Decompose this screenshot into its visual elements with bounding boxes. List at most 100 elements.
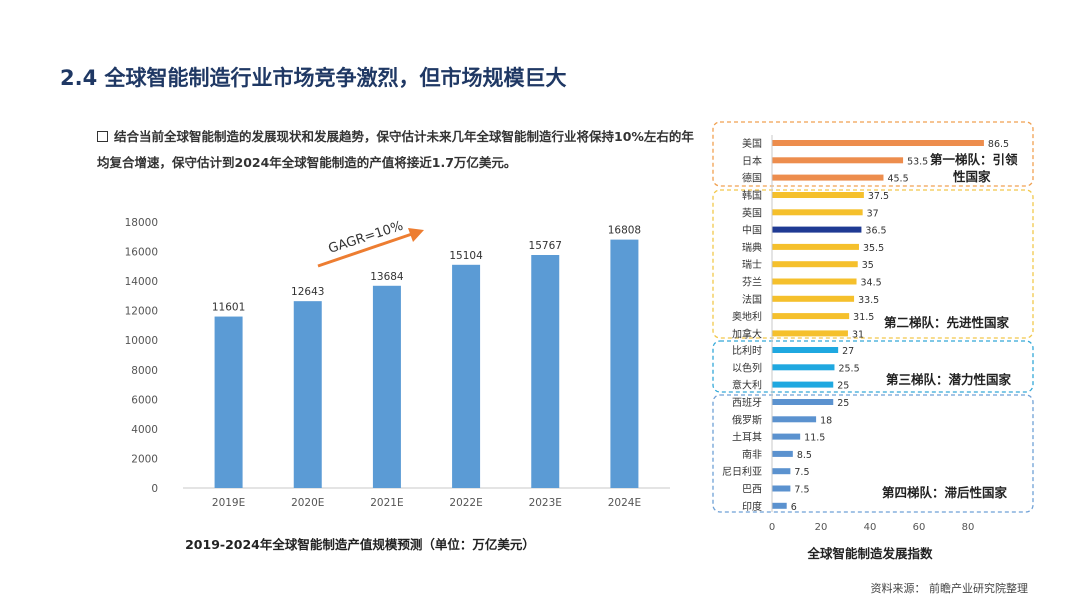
index-bar	[772, 347, 839, 353]
tier-2-label: 第二梯队：先进性国家	[884, 315, 1010, 330]
country-label: 加拿大	[732, 327, 762, 340]
x-tick-label: 2019E	[212, 497, 245, 509]
x-tick-label: 0	[769, 522, 775, 533]
index-bar	[772, 226, 862, 233]
tier-1-label-line-1: 第一梯队：引领	[930, 152, 1018, 167]
tier-3-label: 第三梯队：潜力性国家	[886, 372, 1012, 387]
bar-value-label: 13684	[370, 271, 404, 283]
index-bar	[772, 416, 817, 423]
bar	[372, 285, 401, 488]
y-tick-label: 12000	[125, 306, 158, 318]
country-label: 土耳其	[732, 431, 762, 444]
y-tick-label: 10000	[125, 335, 158, 347]
index-value-label: 37	[867, 208, 879, 219]
index-bar	[772, 278, 857, 285]
bar	[610, 239, 639, 488]
index-bar	[772, 502, 787, 509]
index-bar	[772, 140, 984, 146]
index-value-label: 25	[837, 381, 849, 392]
country-label: 尼日利亚	[722, 466, 762, 478]
country-label: 法国	[742, 293, 762, 306]
country-label: 英国	[742, 206, 762, 219]
index-bar	[772, 485, 791, 492]
index-bar	[772, 381, 834, 388]
y-tick-label: 6000	[131, 394, 158, 406]
page-title: 2.4 全球智能制造行业市场竞争激烈，但市场规模巨大	[60, 66, 567, 90]
index-bar	[772, 330, 848, 337]
index-value-label: 37.5	[868, 191, 889, 202]
index-value-label: 31.5	[853, 312, 874, 323]
country-label: 芬兰	[742, 276, 762, 289]
country-label: 美国	[742, 137, 762, 150]
index-value-label: 6	[791, 502, 797, 513]
index-value-label: 35.5	[863, 243, 884, 254]
index-bar	[772, 364, 835, 371]
bar-value-label: 16808	[608, 225, 641, 237]
x-tick-label: 40	[864, 522, 877, 533]
x-tick-label: 20	[815, 522, 828, 533]
index-bar	[772, 433, 801, 440]
index-value-label: 25	[837, 398, 849, 409]
x-tick-label: 60	[913, 522, 926, 533]
growth-arrow-head-icon	[408, 228, 424, 242]
bar	[293, 301, 322, 488]
index-value-label: 36.5	[865, 226, 886, 237]
country-label: 南非	[742, 448, 762, 461]
country-label: 韩国	[742, 189, 762, 202]
index-value-label: 45.5	[887, 174, 908, 185]
country-label: 比利时	[732, 345, 762, 357]
index-bar	[772, 209, 863, 216]
x-tick-label: 80	[962, 522, 975, 533]
index-value-label: 35	[862, 260, 874, 271]
country-label: 瑞士	[742, 258, 762, 271]
tier-frame	[712, 394, 1034, 513]
summary-text: 结合当前全球智能制造的发展现状和发展趋势，保守估计未来几年全球智能制造行业将保持…	[97, 129, 694, 170]
y-tick-label: 4000	[131, 424, 158, 436]
index-value-label: 33.5	[858, 295, 879, 306]
index-bar	[772, 157, 904, 164]
index-bar	[772, 450, 793, 457]
country-label: 印度	[742, 500, 762, 513]
index-bar	[772, 174, 884, 181]
index-value-label: 7.5	[794, 485, 809, 496]
country-label: 奥地利	[732, 310, 762, 323]
country-label: 巴西	[742, 484, 762, 496]
index-value-label: 86.5	[988, 139, 1009, 150]
growth-arrow-shaft	[317, 232, 413, 268]
index-bar	[772, 295, 855, 302]
x-tick-label: 2022E	[449, 497, 482, 509]
index-bar	[772, 243, 859, 250]
x-tick-label: 2023E	[529, 497, 562, 509]
country-label: 日本	[742, 154, 762, 167]
tier-1-label-line-2: 性国家	[952, 169, 991, 184]
checkbox-square-icon	[97, 131, 108, 142]
y-tick-label: 16000	[125, 247, 158, 259]
index-value-label: 18	[820, 415, 832, 426]
x-tick-label: 2020E	[291, 497, 324, 509]
bar	[531, 254, 560, 488]
bar-value-label: 11601	[212, 302, 245, 314]
index-value-label: 7.5	[794, 467, 809, 478]
index-bar	[772, 192, 864, 198]
index-chart-title: 全球智能制造发展指数	[807, 546, 933, 561]
index-bar	[772, 261, 858, 268]
bar-value-label: 15104	[449, 250, 483, 262]
index-value-label: 34.5	[861, 278, 882, 289]
index-value-label: 27	[842, 346, 854, 357]
index-bar	[772, 468, 791, 475]
index-value-label: 8.5	[797, 450, 812, 461]
bar-value-label: 15767	[529, 240, 562, 252]
market-size-chart-title: 2019-2024年全球智能制造产值规模预测（单位：万亿美元）	[185, 537, 535, 552]
y-tick-label: 2000	[131, 453, 158, 465]
y-tick-label: 18000	[125, 217, 158, 229]
index-value-label: 25.5	[838, 363, 859, 374]
index-bar	[772, 313, 850, 320]
source-note: 资料来源： 前瞻产业研究院整理	[870, 582, 1029, 595]
country-label: 瑞典	[742, 241, 762, 254]
country-label: 中国	[742, 224, 762, 237]
y-tick-label: 8000	[131, 365, 158, 377]
summary-bullet: 结合当前全球智能制造的发展现状和发展趋势，保守估计未来几年全球智能制造行业将保持…	[97, 124, 697, 176]
index-value-label: 11.5	[804, 433, 825, 444]
country-label: 西班牙	[732, 397, 762, 409]
bar	[452, 264, 481, 488]
